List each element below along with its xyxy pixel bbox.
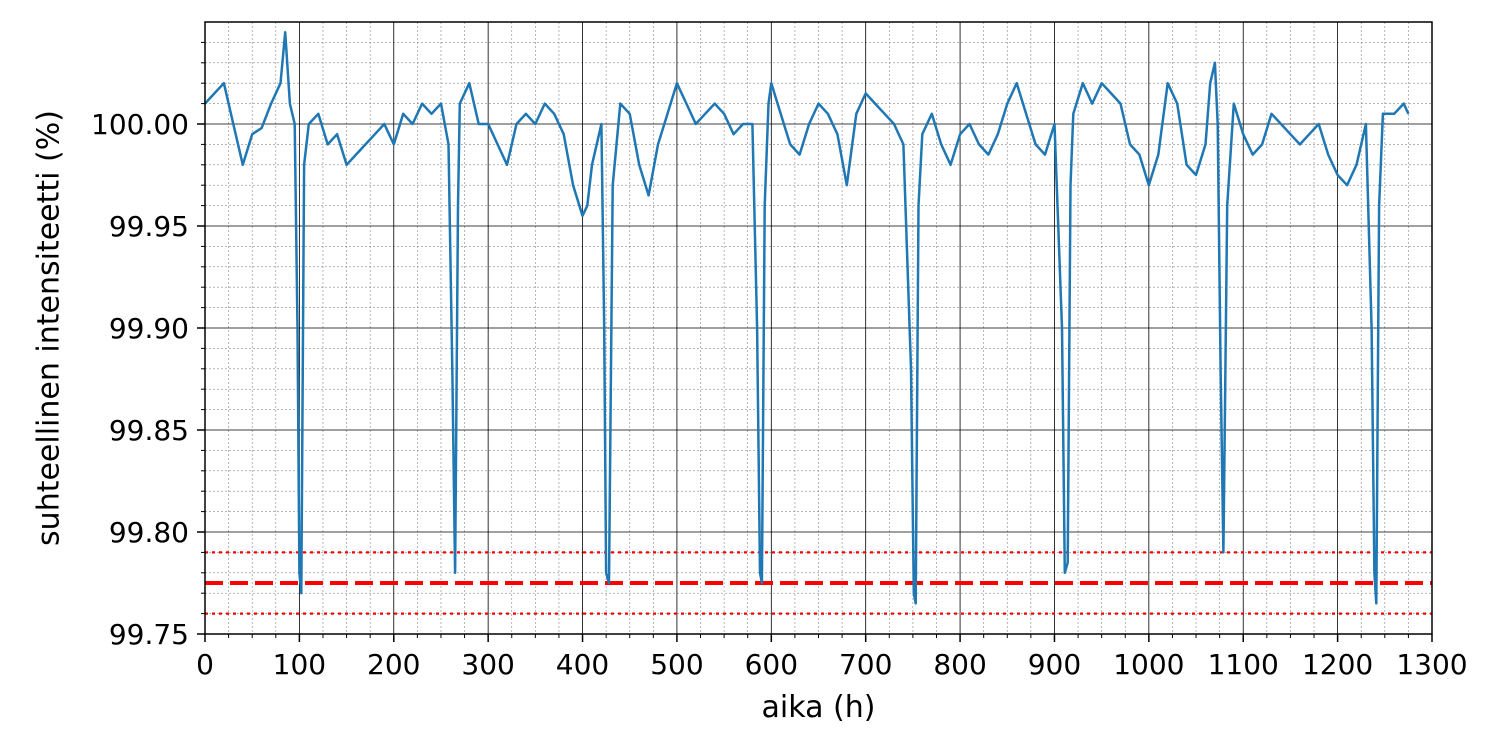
series-layer — [204, 30, 1410, 605]
reference-lines — [205, 551, 1432, 615]
y-tick-label: 100.00 — [91, 108, 189, 141]
x-tick-label: 400 — [556, 648, 609, 681]
x-tick-label: 900 — [1028, 648, 1081, 681]
x-axis-label: aika (h) — [762, 690, 876, 725]
x-tick-label: 600 — [745, 648, 798, 681]
x-tick-label: 500 — [650, 648, 703, 681]
x-axis-ticks: 0 100 200 300 400 500 600 700 800 900 1000 1100 1200… — [196, 634, 1468, 681]
y-axis-label: suhteellinen intensiteetti (%) — [32, 110, 67, 546]
y-tick-label: 99.75 — [109, 618, 189, 651]
x-tick-label: 1000 — [1113, 648, 1184, 681]
y-tick-label: 99.95 — [109, 210, 189, 243]
x-tick-label: 1100 — [1208, 648, 1279, 681]
x-tick-label: 100 — [273, 648, 326, 681]
x-tick-label: 0 — [196, 648, 214, 681]
x-tick-label: 800 — [933, 648, 986, 681]
x-tick-label: 700 — [839, 648, 892, 681]
y-tick-label: 99.85 — [109, 414, 189, 447]
x-tick-label: 1300 — [1396, 648, 1467, 681]
y-tick-label: 99.80 — [109, 516, 189, 549]
y-tick-label: 99.90 — [109, 312, 189, 345]
x-tick-label: 1200 — [1302, 648, 1373, 681]
x-tick-label: 200 — [367, 648, 420, 681]
y-axis-ticks: 99.75 99.80 99.85 99.90 99.95 100.00 — [91, 41, 205, 651]
x-tick-label: 300 — [461, 648, 514, 681]
series-line-0 — [204, 30, 1410, 605]
